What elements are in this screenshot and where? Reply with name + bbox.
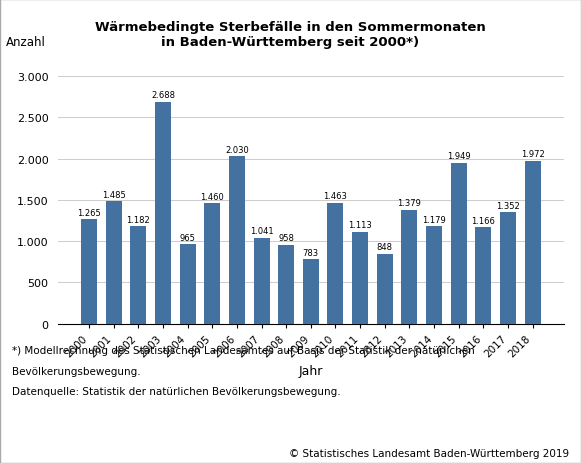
Bar <box>180 244 196 324</box>
Bar <box>525 162 540 324</box>
Text: 1.041: 1.041 <box>250 227 274 236</box>
Text: 1.265: 1.265 <box>77 208 101 217</box>
Text: 1.463: 1.463 <box>324 192 347 201</box>
Bar <box>253 238 270 324</box>
Text: 783: 783 <box>303 248 319 257</box>
Text: 2.030: 2.030 <box>225 145 249 154</box>
Bar <box>106 201 122 324</box>
Bar <box>229 156 245 324</box>
Text: 1.166: 1.166 <box>471 217 495 225</box>
Text: 1.182: 1.182 <box>127 215 150 224</box>
Text: 1.379: 1.379 <box>397 199 421 208</box>
Text: *) Modellrechnung des Statistischen Landesamtes auf Basis der Statistik der natü: *) Modellrechnung des Statistischen Land… <box>12 345 474 355</box>
Bar <box>303 260 319 324</box>
Bar <box>81 220 97 324</box>
Text: 1.179: 1.179 <box>422 215 446 225</box>
Bar <box>426 227 442 324</box>
Text: 965: 965 <box>180 233 196 242</box>
Text: Wärmebedingte Sterbefälle in den Sommermonaten
in Baden-Württemberg seit 2000*): Wärmebedingte Sterbefälle in den Sommerm… <box>95 21 486 49</box>
Text: 1.113: 1.113 <box>348 221 372 230</box>
Text: 1.949: 1.949 <box>447 152 471 161</box>
X-axis label: Jahr: Jahr <box>299 364 323 377</box>
Bar <box>500 213 516 324</box>
Text: 1.460: 1.460 <box>200 192 224 201</box>
Bar <box>130 226 146 324</box>
Text: 1.352: 1.352 <box>496 201 520 210</box>
Bar <box>205 204 220 324</box>
Text: 1.485: 1.485 <box>102 190 125 199</box>
Text: Bevölkerungsbewegung.: Bevölkerungsbewegung. <box>12 366 140 376</box>
Text: © Statistisches Landesamt Baden-Württemberg 2019: © Statistisches Landesamt Baden-Württemb… <box>289 448 569 458</box>
Text: Datenquelle: Statistik der natürlichen Bevölkerungsbewegung.: Datenquelle: Statistik der natürlichen B… <box>12 387 340 397</box>
Bar <box>278 245 294 324</box>
Text: 848: 848 <box>376 243 393 252</box>
Bar <box>376 254 393 324</box>
Bar <box>352 232 368 324</box>
Bar <box>401 210 417 324</box>
Text: 1.972: 1.972 <box>521 150 544 159</box>
Bar <box>328 203 343 324</box>
Bar <box>155 102 171 324</box>
Bar <box>451 163 467 324</box>
Text: Anzahl: Anzahl <box>6 36 46 49</box>
Text: 2.688: 2.688 <box>151 91 175 100</box>
Text: 958: 958 <box>278 234 294 243</box>
Bar <box>475 228 492 324</box>
